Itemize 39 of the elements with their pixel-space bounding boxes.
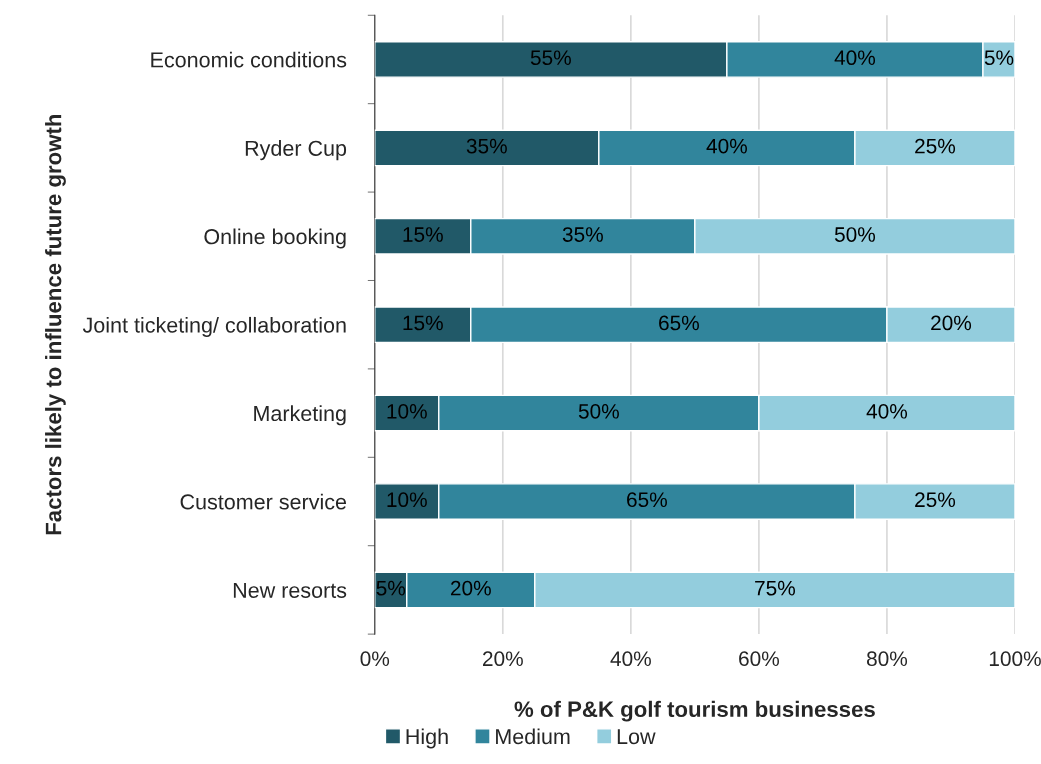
y-tick-label: Ryder Cup: [245, 140, 347, 161]
legend-label: High: [406, 728, 448, 749]
y-tick-label: Joint ticketing/ collaboration: [82, 316, 346, 337]
data-label: 20%: [450, 580, 491, 596]
data-label: 10%: [387, 492, 427, 508]
data-label: 40%: [834, 50, 876, 66]
data-label: 65%: [627, 492, 667, 508]
y-tick-label: Customer service: [180, 493, 347, 510]
data-label: 25%: [915, 138, 956, 154]
x-tick-label: 20%: [483, 651, 523, 667]
data-label: 20%: [931, 315, 972, 331]
data-label: 25%: [915, 492, 956, 508]
data-label: 50%: [578, 403, 619, 419]
data-label: 35%: [466, 138, 507, 154]
data-label: 15%: [403, 227, 443, 242]
data-label: 55%: [530, 50, 571, 66]
legend-label: Medium: [496, 728, 570, 745]
x-tick-label: 40%: [610, 651, 651, 667]
x-tick-label: 100%: [989, 651, 1041, 667]
data-label: 35%: [562, 227, 603, 242]
data-label: 5%: [984, 50, 1014, 66]
data-label: 40%: [866, 403, 908, 419]
data-label: 40%: [706, 138, 747, 154]
data-label: 75%: [755, 580, 795, 596]
y-axis-title: Factors likely to influence future growth: [45, 114, 66, 535]
x-tick-label: 80%: [866, 651, 908, 667]
data-label: 5%: [376, 580, 406, 596]
data-label: 50%: [834, 227, 876, 242]
y-tick-label: Online booking: [204, 228, 346, 249]
y-tick-label: Marketing: [254, 405, 346, 426]
data-label: 65%: [659, 315, 699, 331]
x-tick-label: 60%: [739, 651, 779, 667]
data-label: 15%: [403, 315, 443, 331]
y-tick-label: New resorts: [233, 582, 347, 598]
legend-label: Low: [617, 729, 656, 745]
data-label: 10%: [387, 403, 427, 419]
x-axis-title: % of P&K golf tourism businesses: [514, 700, 875, 722]
y-tick-label: Economic conditions: [151, 51, 347, 68]
x-tick-label: 0%: [360, 651, 390, 667]
